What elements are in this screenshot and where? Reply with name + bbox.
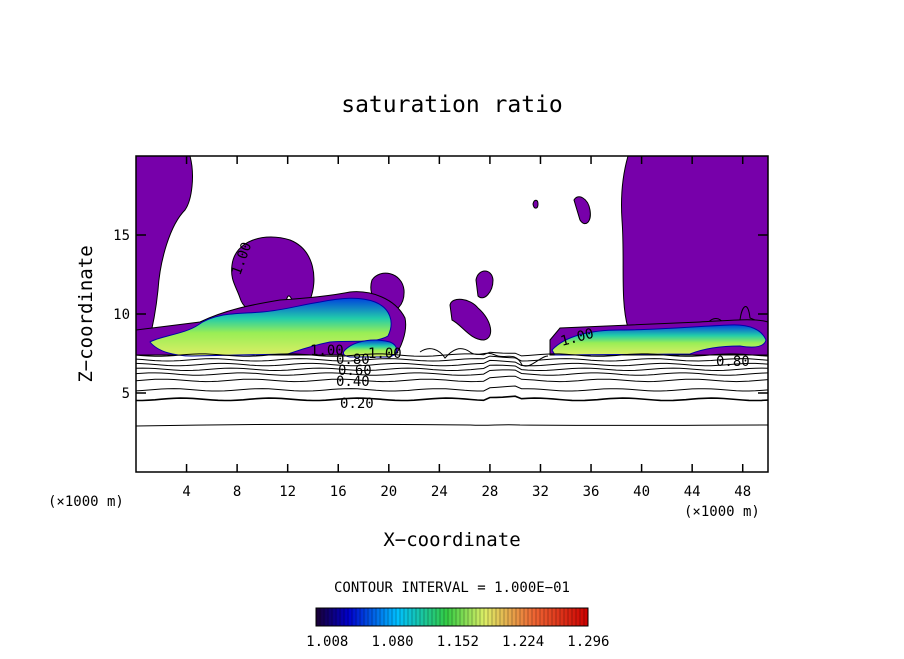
contour-line-wavy-mid	[419, 348, 549, 367]
contour-line	[136, 355, 768, 362]
contour-label: 1.00	[310, 343, 344, 359]
y-tick-label: 15	[113, 228, 130, 244]
x-unit-label: (×1000 m)	[684, 504, 760, 520]
contour-label: 1.00	[368, 346, 402, 362]
z-unit-label: (×1000 m)	[48, 494, 124, 510]
x-tick-label: 28	[481, 484, 498, 500]
plot-area	[136, 156, 768, 427]
saturated-region-small-2	[475, 270, 494, 299]
saturated-region-left-tower	[136, 156, 193, 346]
x-tick-label: 24	[431, 484, 448, 500]
x-tick-label: 32	[532, 484, 549, 500]
contour-line	[136, 351, 768, 357]
y-axis: 5 10 15	[113, 228, 768, 402]
x-tick-label: 44	[684, 484, 701, 500]
saturated-region-right-tower	[620, 156, 768, 341]
x-tick-label: 40	[633, 484, 650, 500]
y-tick-label: 5	[122, 386, 130, 402]
contour-label: 0.20	[340, 396, 374, 412]
supersaturated-core-mid	[342, 339, 397, 358]
contour-label: 0.40	[336, 374, 370, 390]
contour-label: 0.80	[336, 352, 370, 368]
y-tick-label: 10	[113, 307, 130, 323]
contour-line	[136, 385, 768, 392]
contour-lines	[136, 351, 768, 402]
contour-line-mountain	[136, 423, 768, 427]
contour-label: 0.60	[338, 363, 372, 379]
contour-line	[136, 359, 768, 367]
chart-title: saturation ratio	[341, 92, 563, 118]
contour-line	[136, 395, 768, 402]
x-tick-label: 36	[583, 484, 600, 500]
x-tick-label: 48	[734, 484, 751, 500]
contour-line	[136, 369, 768, 376]
colorbar	[315, 607, 589, 627]
x-tick-label: 8	[233, 484, 241, 500]
saturated-region-small-3	[449, 298, 492, 341]
colorbar-tick-label: 1.008	[306, 634, 348, 650]
saturated-region-small-4	[573, 196, 591, 225]
contour-interval-note: CONTOUR INTERVAL = 1.000E−01	[334, 580, 570, 596]
colorbar-ticks: 1.008 1.080 1.152 1.224 1.296	[306, 634, 609, 650]
x-tick-label: 16	[330, 484, 347, 500]
supersaturated-core-right	[551, 324, 767, 356]
contour-line	[136, 364, 768, 372]
contour-label: 0.80	[716, 354, 750, 370]
x-tick-label: 12	[279, 484, 296, 500]
colorbar-tick-label: 1.080	[371, 634, 413, 650]
colorbar-tick-label: 1.152	[437, 634, 479, 650]
colorbar-tick-label: 1.296	[567, 634, 609, 650]
y-axis-label: Z−coordinate	[75, 245, 97, 382]
x-axis: 4 8 12 16 20 24 28 32 36 40 44 48	[182, 156, 751, 500]
colorbar-stripes	[319, 608, 585, 626]
colorbar-tick-label: 1.224	[502, 634, 544, 650]
x-tick-label: 4	[182, 484, 190, 500]
x-tick-label: 20	[380, 484, 397, 500]
supersaturated-core-left	[149, 297, 392, 357]
saturated-region-dot	[532, 199, 539, 209]
contour-line	[136, 375, 768, 383]
x-axis-label: X−coordinate	[383, 529, 520, 551]
